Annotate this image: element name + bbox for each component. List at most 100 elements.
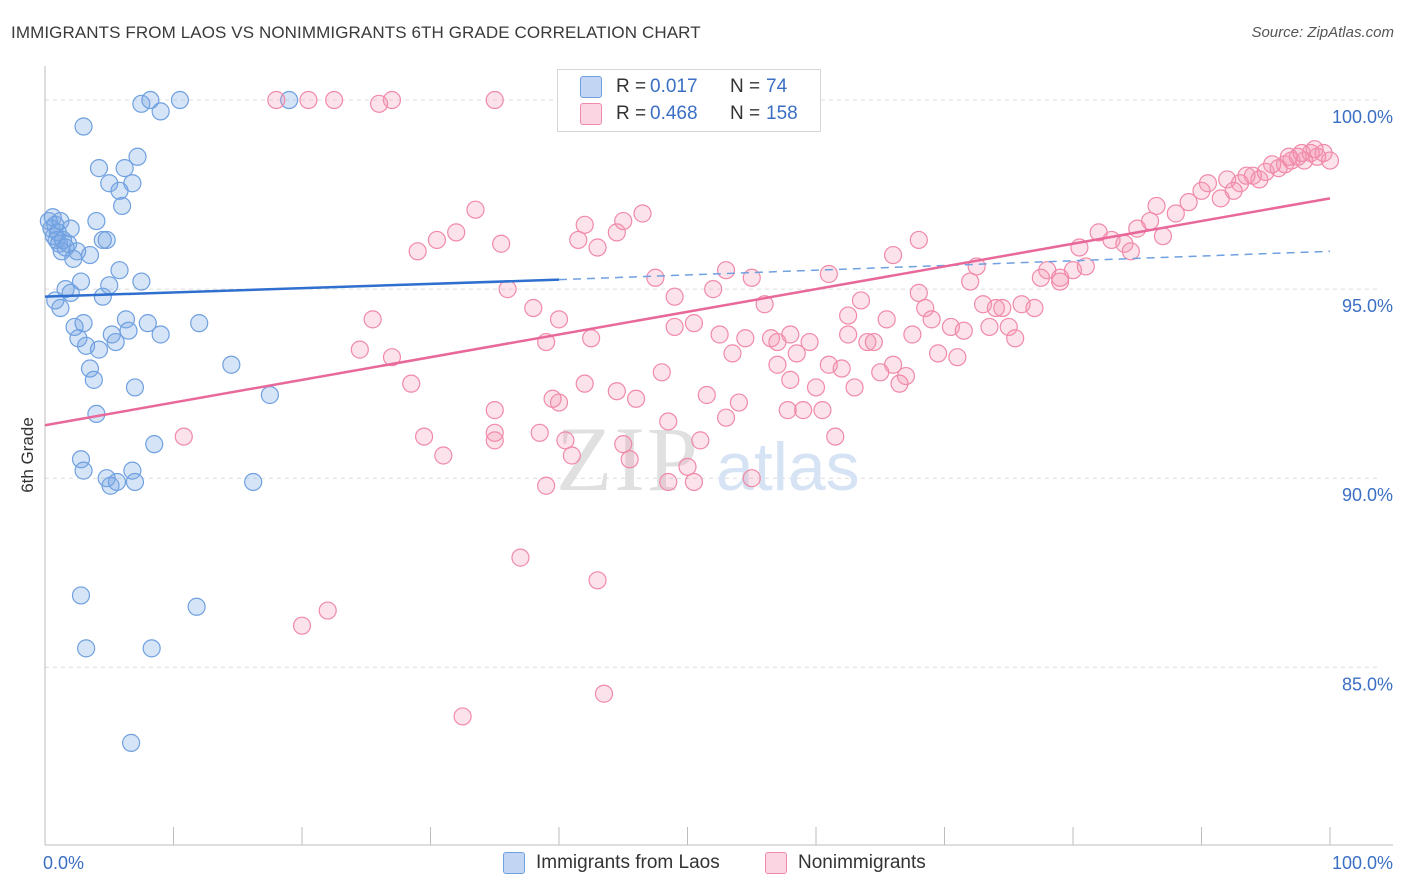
data-point-nonimmigrants: [1006, 329, 1025, 348]
data-point-nonimmigrants: [485, 423, 504, 442]
data-point-nonimmigrants: [588, 238, 607, 257]
data-point-nonimmigrants: [1025, 298, 1044, 318]
data-point-nonimmigrants: [350, 340, 369, 359]
data-point-nonimmigrants: [948, 348, 967, 367]
data-point-nonimmigrants: [909, 230, 928, 250]
legend-swatch-nonimmigrants: [580, 103, 602, 125]
data-point-nonimmigrants: [794, 401, 813, 420]
data-point-nonimmigrants: [498, 280, 517, 299]
data-point-nonimmigrants: [896, 366, 916, 386]
data-point-nonimmigrants: [890, 374, 909, 393]
data-point-nonimmigrants: [1237, 166, 1256, 185]
data-point-laos: [138, 314, 157, 333]
data-point-nonimmigrants: [575, 374, 594, 393]
data-point-nonimmigrants: [582, 329, 601, 348]
series-nonimmigrants: [174, 90, 1340, 726]
data-point-nonimmigrants: [607, 223, 626, 242]
data-point-nonimmigrants: [594, 684, 614, 703]
legend-item-nonimmigrants[interactable]: Nonimmigrants: [765, 852, 926, 874]
series-immigrants-from-laos: [39, 90, 299, 752]
data-point-laos: [107, 472, 127, 492]
legend-label-laos: Immigrants from Laos: [536, 852, 720, 873]
legend-item-laos[interactable]: Immigrants from Laos: [503, 852, 720, 874]
data-point-laos: [71, 272, 91, 291]
data-point-nonimmigrants: [980, 317, 999, 337]
data-point-nonimmigrants: [742, 268, 761, 287]
data-point-nonimmigrants: [1031, 268, 1050, 287]
data-point-nonimmigrants: [839, 325, 858, 344]
data-point-laos: [89, 340, 109, 359]
data-point-nonimmigrants: [736, 329, 755, 348]
data-point-laos: [80, 245, 100, 265]
data-point-nonimmigrants: [1147, 196, 1166, 216]
data-point-nonimmigrants: [665, 287, 684, 306]
legend-row-nonimmigrants: R = 0.468 N = 158: [580, 101, 798, 127]
data-point-laos: [187, 597, 206, 616]
data-point-nonimmigrants: [614, 211, 633, 231]
legend-r-value: 0.017: [650, 76, 698, 97]
data-point-nonimmigrants: [318, 601, 337, 620]
data-point-nonimmigrants: [813, 401, 832, 420]
data-point-nonimmigrants: [562, 446, 581, 465]
data-point-nonimmigrants: [716, 261, 736, 280]
data-point-nonimmigrants: [382, 348, 402, 367]
data-point-nonimmigrants: [299, 90, 318, 110]
legend-n-value: 74: [766, 76, 788, 97]
data-point-nonimmigrants: [871, 363, 890, 382]
data-point-laos: [141, 90, 160, 110]
data-point-nonimmigrants: [543, 389, 562, 408]
data-point-laos: [74, 117, 93, 136]
trend-line-nonimmigrants: [44, 197, 1331, 427]
data-point-nonimmigrants: [691, 431, 710, 450]
data-point-nonimmigrants: [485, 431, 504, 450]
series-legend: Immigrants from Laos Nonimmigrants: [0, 852, 1406, 878]
data-point-laos: [151, 102, 170, 121]
data-point-nonimmigrants: [922, 310, 941, 329]
data-point-nonimmigrants: [325, 90, 344, 110]
data-point-laos: [100, 174, 119, 193]
data-point-nonimmigrants: [370, 94, 389, 113]
data-point-nonimmigrants: [652, 363, 671, 382]
legend-label-nonimmigrants: Nonimmigrants: [798, 852, 926, 873]
data-point-nonimmigrants: [1305, 140, 1324, 159]
data-point-nonimmigrants: [999, 317, 1018, 337]
data-point-nonimmigrants: [434, 446, 453, 465]
data-point-nonimmigrants: [659, 472, 678, 492]
data-point-laos: [61, 219, 80, 238]
data-point-nonimmigrants: [787, 344, 806, 363]
data-point-laos: [87, 211, 106, 231]
data-point-laos: [77, 639, 96, 658]
data-point-nonimmigrants: [575, 215, 594, 234]
x-tick-label: 100.0%: [1332, 853, 1393, 873]
data-point-nonimmigrants: [569, 230, 588, 250]
data-point-nonimmigrants: [633, 204, 652, 223]
data-point-laos: [123, 174, 142, 193]
data-point-nonimmigrants: [1192, 181, 1211, 200]
data-point-nonimmigrants: [267, 90, 286, 110]
data-point-laos: [121, 733, 141, 752]
legend-r-value: 0.468: [650, 103, 698, 124]
data-point-nonimmigrants: [800, 332, 819, 352]
data-point-nonimmigrants: [556, 431, 575, 450]
data-point-nonimmigrants: [1314, 143, 1333, 163]
data-point-nonimmigrants: [839, 306, 858, 325]
data-point-nonimmigrants: [1166, 204, 1185, 223]
data-point-laos: [100, 276, 119, 295]
data-point-nonimmigrants: [858, 332, 877, 352]
data-point-laos: [128, 147, 147, 166]
data-point-nonimmigrants: [954, 321, 973, 340]
data-point-nonimmigrants: [961, 272, 980, 291]
data-point-nonimmigrants: [768, 355, 787, 374]
data-point-nonimmigrants: [614, 435, 633, 454]
data-point-laos: [119, 321, 138, 340]
data-point-nonimmigrants: [537, 476, 556, 495]
data-point-nonimmigrants: [1153, 227, 1173, 246]
data-point-laos: [125, 378, 145, 397]
data-point-nonimmigrants: [909, 283, 928, 302]
data-point-nonimmigrants: [903, 325, 922, 344]
data-point-laos: [51, 298, 70, 318]
gridlines: [45, 99, 1380, 668]
data-point-nonimmigrants: [530, 423, 549, 442]
data-point-nonimmigrants: [659, 412, 678, 431]
